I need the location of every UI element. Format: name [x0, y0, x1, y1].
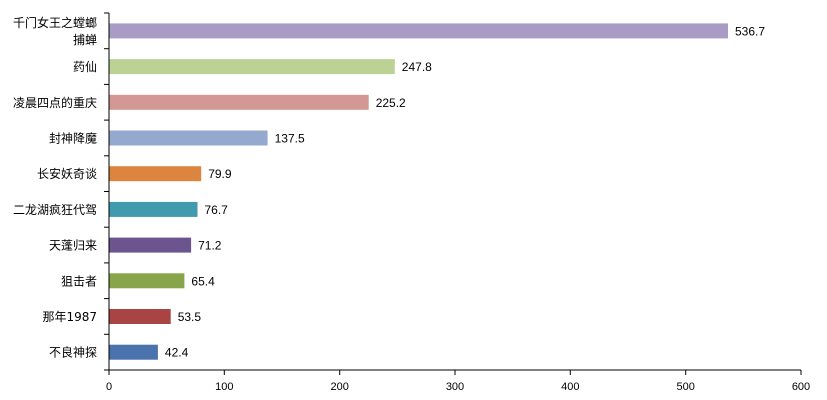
- category-label: 不良神探: [49, 345, 97, 360]
- data-label: 536.7: [735, 24, 765, 38]
- x-tick-label: 200: [331, 381, 349, 393]
- data-label: 137.5: [275, 132, 305, 146]
- bar: [109, 130, 268, 146]
- category-label: 千门女王之螳螂: [13, 15, 97, 30]
- bars-group: [109, 23, 728, 360]
- category-label: 凌晨四点的重庆: [13, 95, 97, 110]
- bar: [109, 309, 171, 324]
- category-label: 药仙: [73, 60, 97, 74]
- bar: [109, 59, 395, 75]
- x-tick-label: 100: [215, 381, 233, 393]
- data-label: 225.2: [376, 96, 406, 110]
- data-label: 76.7: [205, 203, 229, 217]
- category-label: 天蓬归来: [49, 239, 97, 253]
- bar: [109, 237, 192, 253]
- category-label: 捕蝉: [73, 32, 97, 47]
- bar: [109, 23, 728, 39]
- category-label: 狙击者: [61, 274, 97, 288]
- bar: [109, 344, 158, 360]
- bar: [109, 94, 369, 110]
- data-label: 247.8: [402, 60, 432, 74]
- data-label: 53.5: [178, 310, 202, 324]
- data-label: 42.4: [165, 346, 189, 360]
- bar: [109, 273, 185, 289]
- x-tick-label: 500: [677, 381, 695, 393]
- axes-group: [104, 12, 802, 375]
- data-label: 79.9: [208, 167, 232, 181]
- data-label: 65.4: [191, 274, 215, 288]
- data-label: 71.2: [198, 239, 222, 253]
- category-label: 那年1987: [42, 310, 97, 324]
- x-tick-label: 400: [561, 381, 579, 393]
- x-tick-label: 0: [106, 381, 112, 393]
- x-tick-label: 300: [446, 381, 464, 393]
- bar: [109, 201, 198, 217]
- category-label: 长安妖奇谈: [37, 166, 97, 181]
- bar: [109, 166, 202, 182]
- category-label: 封神降魔: [49, 131, 97, 146]
- x-tick-label: 600: [792, 381, 810, 393]
- category-label: 二龙湖疯狂代驾: [13, 202, 97, 217]
